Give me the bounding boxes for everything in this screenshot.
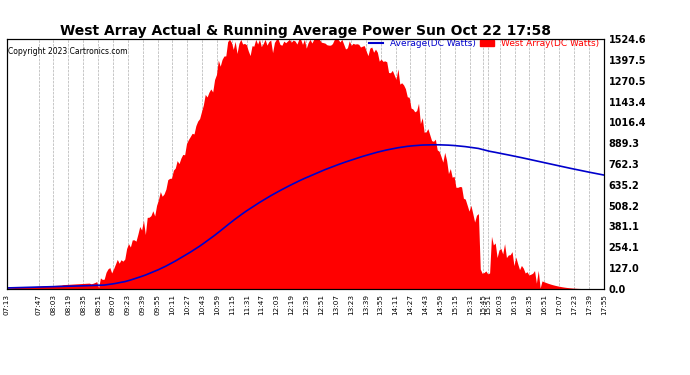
Title: West Array Actual & Running Average Power Sun Oct 22 17:58: West Array Actual & Running Average Powe… bbox=[60, 24, 551, 38]
Legend: Average(DC Watts), West Array(DC Watts): Average(DC Watts), West Array(DC Watts) bbox=[369, 39, 599, 48]
Text: Copyright 2023 Cartronics.com: Copyright 2023 Cartronics.com bbox=[8, 47, 128, 56]
